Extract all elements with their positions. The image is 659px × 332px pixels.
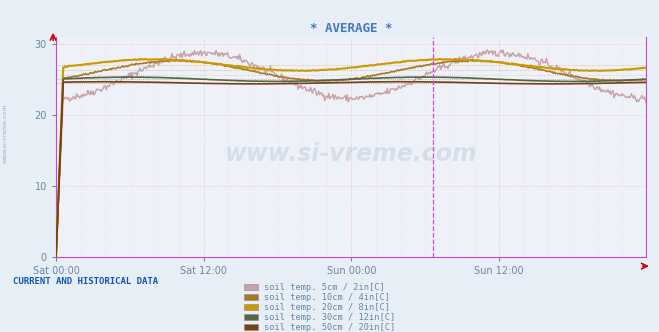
Title: * AVERAGE *: * AVERAGE * xyxy=(310,22,392,35)
Text: soil temp. 20cm / 8in[C]: soil temp. 20cm / 8in[C] xyxy=(264,302,389,312)
Text: soil temp. 5cm / 2in[C]: soil temp. 5cm / 2in[C] xyxy=(264,283,384,292)
Text: CURRENT AND HISTORICAL DATA: CURRENT AND HISTORICAL DATA xyxy=(13,277,158,286)
Text: www.si-vreme.com: www.si-vreme.com xyxy=(225,141,477,166)
Text: soil temp. 50cm / 20in[C]: soil temp. 50cm / 20in[C] xyxy=(264,322,395,332)
Text: www.si-vreme.com: www.si-vreme.com xyxy=(3,103,8,163)
Text: soil temp. 30cm / 12in[C]: soil temp. 30cm / 12in[C] xyxy=(264,312,395,322)
Text: soil temp. 10cm / 4in[C]: soil temp. 10cm / 4in[C] xyxy=(264,292,389,302)
